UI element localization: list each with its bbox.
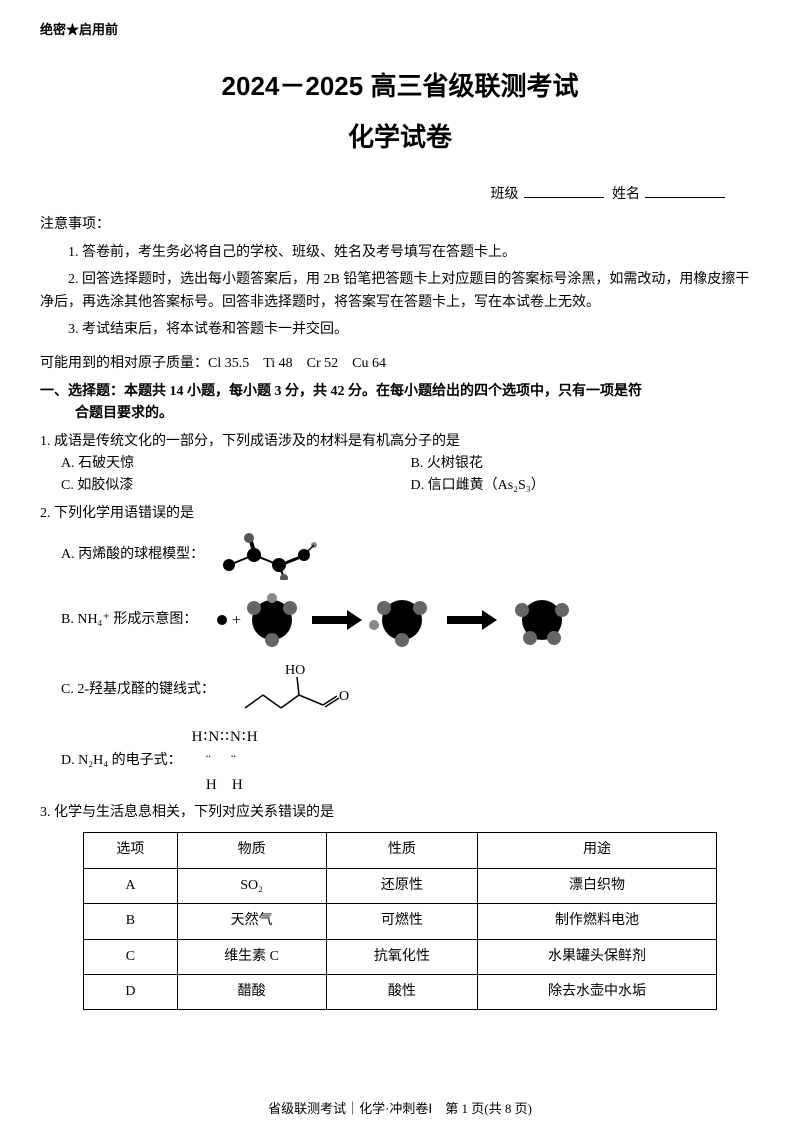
svg-text:+: + (232, 612, 241, 629)
name-blank (645, 197, 725, 198)
question-2: 2. 下列化学用语错误的是 (40, 503, 760, 525)
page-footer: 省级联测考试｜化学·冲刺卷Ⅰ 第 1 页(共 8 页) (0, 1099, 800, 1120)
q2-option-b: B. NH₄⁺ 形成示意图： + (61, 585, 760, 655)
exam-title-subject: 化学试卷 (40, 117, 760, 159)
q2-option-a: A. 丙烯酸的球棍模型： (61, 530, 760, 580)
q1-option-a: A. 石破天惊 (61, 453, 411, 475)
svg-text:HO: HO (285, 663, 305, 678)
atomic-mass-info: 可能用到的相对原子质量：Cl 35.5 Ti 48 Cr 52 Cu 64 (40, 353, 760, 375)
q2-option-d: D. N₂H₄ 的电子式： H∶N∶∶N∶H ¨ ¨ H H (61, 725, 760, 797)
q3-r1c1: 天然气 (177, 904, 326, 939)
q3-r3c2: 酸性 (326, 975, 477, 1010)
q3-r2c3: 水果罐头保鲜剂 (478, 939, 717, 974)
q2-d-label: D. N₂H₄ 的电子式： (61, 750, 182, 772)
instruction-3: 3. 考试结束后，将本试卷和答题卡一并交回。 (40, 319, 760, 341)
q3-th-1: 物质 (177, 833, 326, 868)
exam-title-year: 2024－2025 高三省级联测考试 (40, 66, 760, 108)
student-info-line: 班级 姓名 (40, 184, 760, 206)
q3-r3c3: 除去水壶中水垢 (478, 975, 717, 1010)
class-label: 班级 (491, 187, 519, 202)
q3-r1c2: 可燃性 (326, 904, 477, 939)
q3-r2c0: C (84, 939, 177, 974)
svg-text:O: O (339, 689, 349, 704)
q3-r2c1: 维生素 C (177, 939, 326, 974)
q3-r2c2: 抗氧化性 (326, 939, 477, 974)
section-one-header: 一、选择题：本题共 14 小题，每小题 3 分，共 42 分。在每小题给出的四个… (40, 381, 760, 403)
skeletal-formula-icon: HO O (225, 660, 365, 720)
q3-r1c3: 制作燃料电池 (478, 904, 717, 939)
name-label: 姓名 (612, 187, 640, 202)
q2-a-label: A. 丙烯酸的球棍模型： (61, 544, 204, 566)
q3-r3c1: 醋酸 (177, 975, 326, 1010)
q3-r1c0: B (84, 904, 177, 939)
ball-stick-model-icon (214, 530, 344, 580)
q3-r0c0: A (84, 868, 177, 903)
question-3: 3. 化学与生活息息相关，下列对应关系错误的是 (40, 802, 760, 824)
instruction-2: 2. 回答选择题时，选出每小题答案后，用 2B 铅笔把答题卡上对应题目的答案标号… (40, 269, 760, 314)
confidential-label: 绝密★启用前 (40, 20, 760, 41)
q3-th-0: 选项 (84, 833, 177, 868)
section-one-header-cont: 合题目要求的。 (75, 403, 760, 425)
electron-formula-icon: H∶N∶∶N∶H ¨ ¨ H H (192, 725, 259, 797)
q3-r0c3: 漂白织物 (478, 868, 717, 903)
q2-option-c: C. 2-羟基戊醛的键线式： HO O (61, 660, 760, 720)
q3-table: 选项 物质 性质 用途 A SO₂ 还原性 漂白织物 B 天然气 可燃性 制作燃… (83, 832, 717, 1010)
q1-option-c: C. 如胶似漆 (61, 475, 411, 497)
q3-r0c1: SO₂ (177, 868, 326, 903)
q3-th-3: 用途 (478, 833, 717, 868)
question-1: 1. 成语是传统文化的一部分，下列成语涉及的材料是有机高分子的是 (40, 431, 760, 453)
q3-th-2: 性质 (326, 833, 477, 868)
q2-b-label: B. NH₄⁺ 形成示意图： (61, 609, 197, 631)
q3-r0c2: 还原性 (326, 868, 477, 903)
q1-option-d: D. 信口雌黄（As₂S₃） (411, 475, 761, 497)
notice-header: 注意事项： (40, 214, 760, 236)
nh4-formation-icon: + (207, 585, 627, 655)
q1-options: A. 石破天惊 B. 火树银花 C. 如胶似漆 D. 信口雌黄（As₂S₃） (61, 453, 760, 498)
class-blank (524, 197, 604, 198)
q2-c-label: C. 2-羟基戊醛的键线式： (61, 679, 215, 701)
q1-option-b: B. 火树银花 (411, 453, 761, 475)
instruction-1: 1. 答卷前，考生务必将自己的学校、班级、姓名及考号填写在答题卡上。 (40, 242, 760, 264)
q3-r3c0: D (84, 975, 177, 1010)
